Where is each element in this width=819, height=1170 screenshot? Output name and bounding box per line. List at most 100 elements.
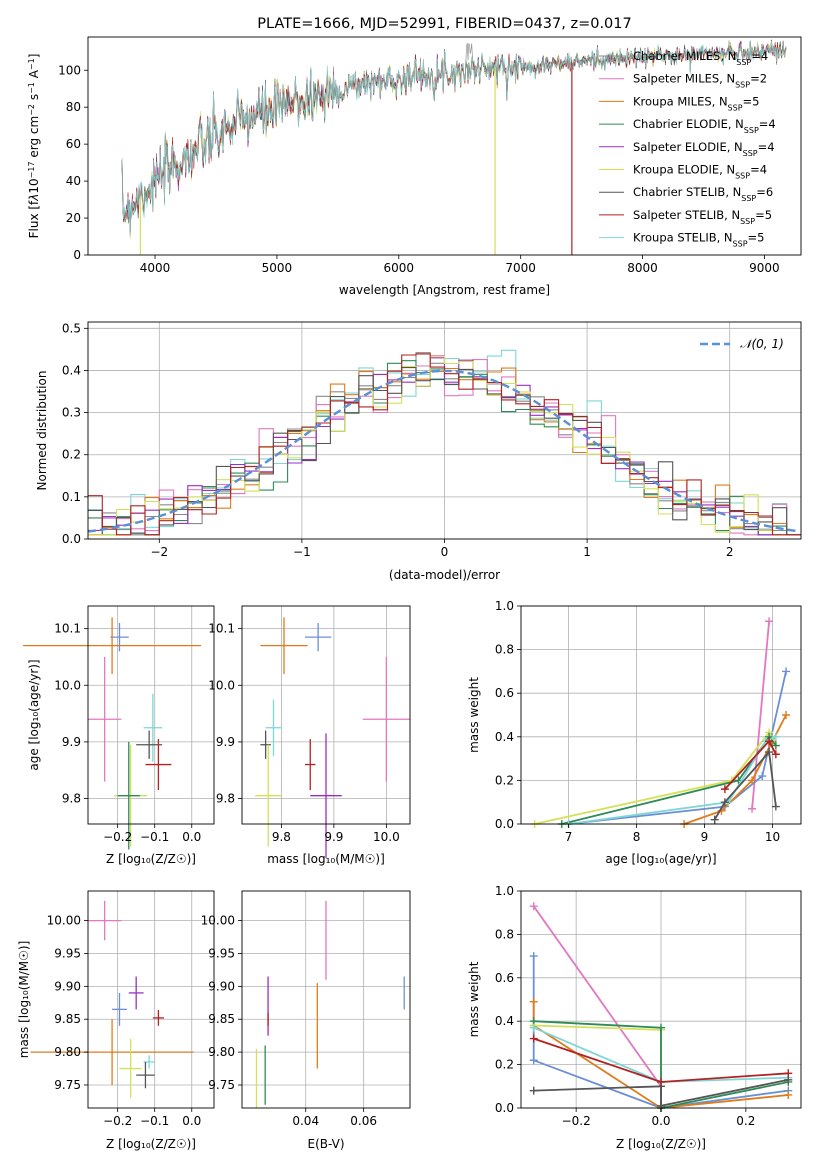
histogram-step [88, 353, 801, 536]
axes-frame [87, 36, 802, 256]
y-tick-label: 0.6 [495, 971, 514, 985]
error-bar-point [255, 744, 282, 847]
mass-weight-axes: 7 8 9 10 0.0 0.2 0.4 0.6 0.8 1.0 [495, 599, 802, 844]
legend-label: Kroupa STELIB, NSSP=5 [633, 231, 764, 249]
y-tick-label: 0.5 [62, 321, 81, 335]
mass-weight-marker [748, 776, 757, 785]
axes-frame [241, 605, 411, 825]
y-tick-label: 60 [66, 137, 81, 151]
y-tick-label: 1.0 [495, 599, 514, 613]
error-bar-point [30, 1019, 194, 1085]
mass-weight-marker [529, 902, 538, 911]
mass-weight-line [532, 905, 662, 1087]
x-tick-label: 6000 [384, 261, 415, 275]
x-axis-label: E(B-V) [307, 1137, 344, 1151]
legend-label: Salpeter STELIB, NSSP=5 [633, 208, 772, 226]
y-tick-label: 0.0 [495, 817, 514, 831]
chart-title: PLATE=1666, MJD=52991, FIBERID=0437, z=0… [257, 16, 631, 32]
x-tick-label: −0.1 [140, 830, 169, 844]
mass-weight-marker [765, 617, 774, 626]
mass-weight-marker [765, 737, 774, 746]
y-tick-label: 10.00 [47, 914, 81, 928]
mass-weight-marker [748, 804, 757, 813]
y-tick-label: 0.3 [62, 406, 81, 420]
x-tick-label: 0.0 [182, 1114, 201, 1128]
x-tick-label: 0 [441, 545, 449, 559]
x-tick-label: 0.0 [182, 830, 201, 844]
plot-area [530, 617, 791, 828]
mass-weight-line [568, 735, 777, 825]
y-tick-label: 9.9 [62, 735, 81, 749]
x-axis-label: (data-model)/error [389, 568, 500, 582]
errorbar-axes: −0.2 −0.1 0.0 9.75 9.80 9.85 9.90 9.95 10.00 [30, 890, 215, 1128]
y-tick-label: 9.95 [54, 946, 81, 960]
x-tick-label: 5000 [262, 261, 293, 275]
x-axis-label: wavelength [Angstrom, rest frame] [339, 283, 550, 297]
y-tick-label: 0.4 [495, 730, 514, 744]
error-bar-point [260, 617, 308, 674]
mass-weight-marker [758, 772, 767, 781]
error-bar-point [136, 1061, 155, 1089]
x-tick-label: 10.0 [373, 830, 400, 844]
y-tick-label: 10.1 [54, 622, 81, 636]
legend-label: Chabrier STELIB, NSSP=6 [633, 185, 773, 203]
plot-area [529, 902, 793, 1112]
x-tick-label: −1 [293, 545, 311, 559]
x-tick-label: 8 [633, 830, 641, 844]
y-tick-label: 0.8 [495, 927, 514, 941]
histogram-step [88, 357, 801, 536]
errorbar-axes: −0.2 −0.1 0.0 9.8 9.9 10.0 10.1 [23, 605, 215, 850]
mass-weight-marker [529, 1056, 538, 1065]
x-tick-label: 9.9 [324, 830, 343, 844]
x-axis-label: Z [log₁₀(Z/Z☉)] [616, 1137, 706, 1151]
error-bar-point [112, 992, 127, 1026]
residual-axes: −2 −1 0 1 2 0.0 0.1 0.2 0.3 0.4 0.5 [62, 321, 802, 559]
y-axis-label: mass weight [467, 677, 481, 753]
y-tick-label: 10.0 [208, 678, 235, 692]
spectrum-line [121, 40, 787, 236]
mass-weight-marker [782, 711, 791, 719]
y-tick-label: 0.6 [495, 686, 514, 700]
x-tick-label: 10 [765, 830, 780, 844]
mass-weight-marker [720, 798, 729, 807]
legend-label: Kroupa ELODIE, NSSP=4 [633, 163, 767, 181]
legend: Chabrier MILES, NSSP=4 Salpeter MILES, NS… [599, 49, 776, 248]
mass-weight-marker [720, 785, 729, 794]
mass-weight-line [533, 1078, 789, 1107]
x-axis-label: age [log₁₀(age/yr)] [605, 852, 716, 866]
y-axis-label: Normed distribution [35, 371, 49, 491]
mass-weight-marker [771, 741, 780, 750]
plot-area [255, 617, 410, 858]
mass-weight-marker [529, 1023, 538, 1032]
error-bar-point [260, 730, 271, 759]
error-bar-point [117, 741, 140, 850]
y-tick-label: 0.2 [495, 1058, 514, 1072]
y-tick-label: 80 [66, 100, 81, 114]
mass-weight-line [751, 621, 770, 809]
error-bar-point [305, 739, 316, 791]
mass-weight-line [568, 671, 787, 825]
error-bar-point [110, 622, 129, 652]
y-tick-label: 0.2 [62, 448, 81, 462]
axes-frame [520, 605, 802, 825]
mass-weight-marker [529, 997, 538, 1006]
y-tick-label: 10.00 [201, 914, 235, 928]
y-tick-label: 100 [58, 63, 81, 77]
mass-weight-marker [784, 1069, 793, 1078]
mass-weight-marker [765, 748, 774, 757]
mass-weight-line [533, 1020, 789, 1110]
mass-weight-marker [771, 802, 780, 811]
y-axis-label: mass weight [467, 961, 481, 1037]
y-tick-label: 10.1 [208, 622, 235, 636]
x-tick-label: −0.1 [140, 1114, 169, 1128]
x-tick-label: 9000 [749, 261, 780, 275]
legend-label: Kroupa MILES, NSSP=5 [633, 94, 759, 112]
legend-label: Chabrier ELODIE, NSSP=4 [633, 117, 776, 135]
x-axis-label: Z [log₁₀(Z/Z☉)] [106, 1137, 196, 1151]
x-tick-label: −0.2 [103, 830, 132, 844]
y-tick-label: 9.90 [208, 979, 235, 993]
spectrum-axes: 4000 5000 6000 7000 8000 9000 0 20 40 60 80 100 [58, 36, 802, 275]
y-tick-label: 9.85 [208, 1012, 235, 1026]
error-bar-point [88, 656, 122, 782]
mass-weight-line [713, 750, 777, 821]
